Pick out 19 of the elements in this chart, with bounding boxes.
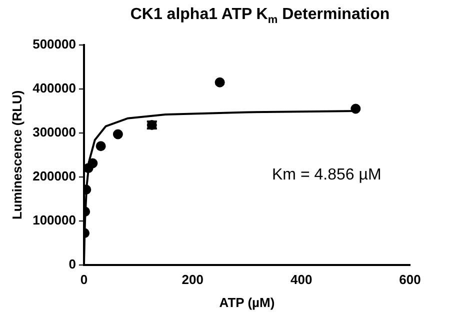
y-axis-title: Luminescence (RLU) [9,90,24,220]
chart-title: CK1 alpha1 ATP K$_{m}$ Determination [129,6,391,26]
x-tick-label: 400 [290,272,312,288]
point [96,141,106,152]
point [112,129,123,140]
annotation: Km = 4.856 µM [272,166,382,184]
y-tick-label: 500000 [32,36,76,52]
point [88,158,98,168]
x-axis-title: ATP (µM) [219,294,275,310]
x-tick-label: 0 [80,272,88,288]
y-tick-label: 300000 [32,124,76,140]
x-tick-label: 200 [182,272,204,288]
y-tick-label: 400000 [32,80,76,96]
y-tick-label: 100000 [32,212,76,228]
point [350,104,361,114]
y-tick-label: 0 [68,256,76,272]
y-tick-label: 200000 [32,168,76,184]
x-tick-label: 600 [399,272,421,288]
point [214,77,225,88]
